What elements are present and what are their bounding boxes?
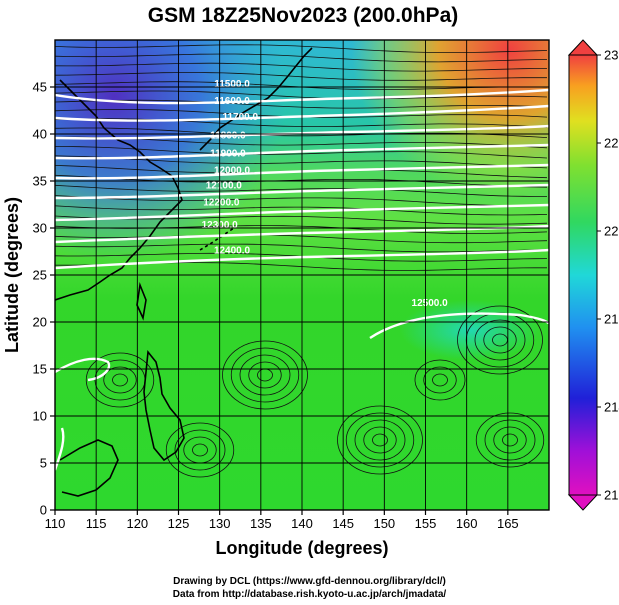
y-axis-label: Latitude (degrees)	[2, 197, 22, 353]
streamline	[174, 429, 226, 471]
streamline	[354, 419, 406, 461]
streamline	[484, 419, 536, 461]
colorbar-tick-label: 230	[604, 48, 619, 63]
map-title: GSM 18Z25Nov2023 (200.0hPa)	[148, 4, 459, 27]
streamline	[483, 326, 517, 354]
coastline-borneo	[59, 439, 119, 497]
x-tick-label: 160	[456, 516, 478, 531]
y-tick-label: 15	[33, 362, 47, 377]
streamline	[493, 426, 527, 454]
contour-label: 12200.0	[203, 197, 240, 208]
contour-label: 11500.0	[214, 79, 250, 90]
x-tick-label: 155	[415, 516, 437, 531]
x-axis: 110 115 120 125 130 135 140 145 150 155 160 165	[45, 510, 519, 531]
streamline	[192, 443, 208, 457]
colorbar-gradient	[568, 54, 598, 496]
colorbar-tick-label: 214	[604, 400, 619, 415]
lat-lon-grid	[55, 40, 549, 510]
x-tick-label: 150	[373, 516, 395, 531]
contour-line	[55, 163, 549, 180]
contour-label: 12100.0	[206, 181, 243, 192]
credit-line-1: Drawing by DCL (https://www.gfd-dennou.o…	[173, 576, 446, 587]
y-tick-label: 35	[33, 174, 47, 189]
x-tick-label: 115	[86, 516, 107, 531]
colorbar-ticks: 230 226 222 218 214 210	[597, 48, 619, 503]
contour-line	[55, 203, 549, 222]
contour-line	[55, 183, 549, 200]
map-plot-area: 11500.0 11600.0 11700.0 11800.0 11900.0 12000…	[55, 40, 549, 510]
colorbar: 230 226 222 218 214 210	[567, 39, 619, 511]
y-tick-label: 10	[33, 409, 47, 424]
x-tick-label: 110	[45, 516, 66, 531]
y-tick-label: 45	[33, 80, 47, 95]
streamline	[103, 366, 137, 394]
x-tick-label: 145	[332, 516, 354, 531]
contour-line	[55, 357, 111, 382]
streamline	[363, 426, 397, 454]
streamline	[239, 354, 291, 396]
coastline-philippines	[143, 349, 185, 462]
streamline	[502, 433, 518, 447]
x-tick-label: 125	[168, 516, 190, 531]
contour-label: 11800.0	[210, 131, 246, 142]
y-tick-label: 20	[33, 315, 47, 330]
streamline	[112, 373, 128, 387]
streamline	[337, 405, 423, 475]
streamline	[474, 319, 526, 361]
contour-label: 12000.0	[214, 165, 251, 176]
height-contours	[55, 88, 549, 471]
y-tick-label: 30	[33, 221, 47, 236]
x-tick-label: 140	[291, 516, 313, 531]
streamline	[230, 347, 300, 403]
coastline-ryukyu	[199, 227, 235, 251]
y-tick-label: 40	[33, 127, 47, 142]
streamline	[165, 422, 235, 478]
y-axis: 0 5 10 15 20 25 30 35 40 45	[33, 80, 55, 518]
streamline	[423, 366, 457, 394]
y-tick-label: 5	[40, 456, 47, 471]
streamline	[457, 305, 543, 375]
streamline	[372, 433, 388, 447]
contour-label: 12400.0	[214, 245, 251, 256]
contour-line	[55, 124, 549, 140]
contour-line	[55, 104, 549, 122]
contour-line	[369, 312, 549, 339]
contour-label: 12500.0	[412, 298, 449, 309]
y-tick-label: 25	[33, 268, 47, 283]
coastlines	[55, 47, 313, 497]
x-tick-label: 130	[209, 516, 231, 531]
contour-line	[55, 248, 549, 270]
credit-line-2: Data from http://database.rish.kyoto-u.a…	[172, 589, 447, 600]
streamline	[345, 412, 415, 468]
x-tick-label: 165	[497, 516, 519, 531]
contour-line	[55, 427, 65, 471]
streamline	[248, 361, 282, 389]
contour-label: 11600.0	[214, 96, 250, 107]
x-tick-label: 120	[126, 516, 148, 531]
colorbar-tick-label: 218	[604, 312, 619, 327]
x-axis-label: Longitude (degrees)	[215, 538, 388, 558]
streamline	[432, 373, 448, 387]
streamline	[222, 340, 308, 410]
x-tick-label: 135	[250, 516, 272, 531]
colorbar-top-arrow	[567, 39, 599, 56]
coastline-asia-mainland	[55, 79, 183, 301]
contour-label: 11700.0	[222, 112, 258, 123]
colorbar-tick-label: 222	[604, 224, 619, 239]
y-tick-label: 0	[40, 503, 47, 518]
colorbar-tick-label: 226	[604, 136, 619, 151]
contour-label: 11900.0	[210, 149, 246, 160]
streamline	[85, 352, 155, 408]
contour-line	[55, 88, 549, 105]
contour-line	[55, 143, 549, 160]
coastline-taiwan	[136, 281, 147, 321]
streamline	[414, 359, 466, 401]
colorbar-bottom-arrow	[567, 494, 599, 511]
colorbar-tick-label: 210	[604, 488, 619, 503]
streamline	[475, 412, 545, 468]
